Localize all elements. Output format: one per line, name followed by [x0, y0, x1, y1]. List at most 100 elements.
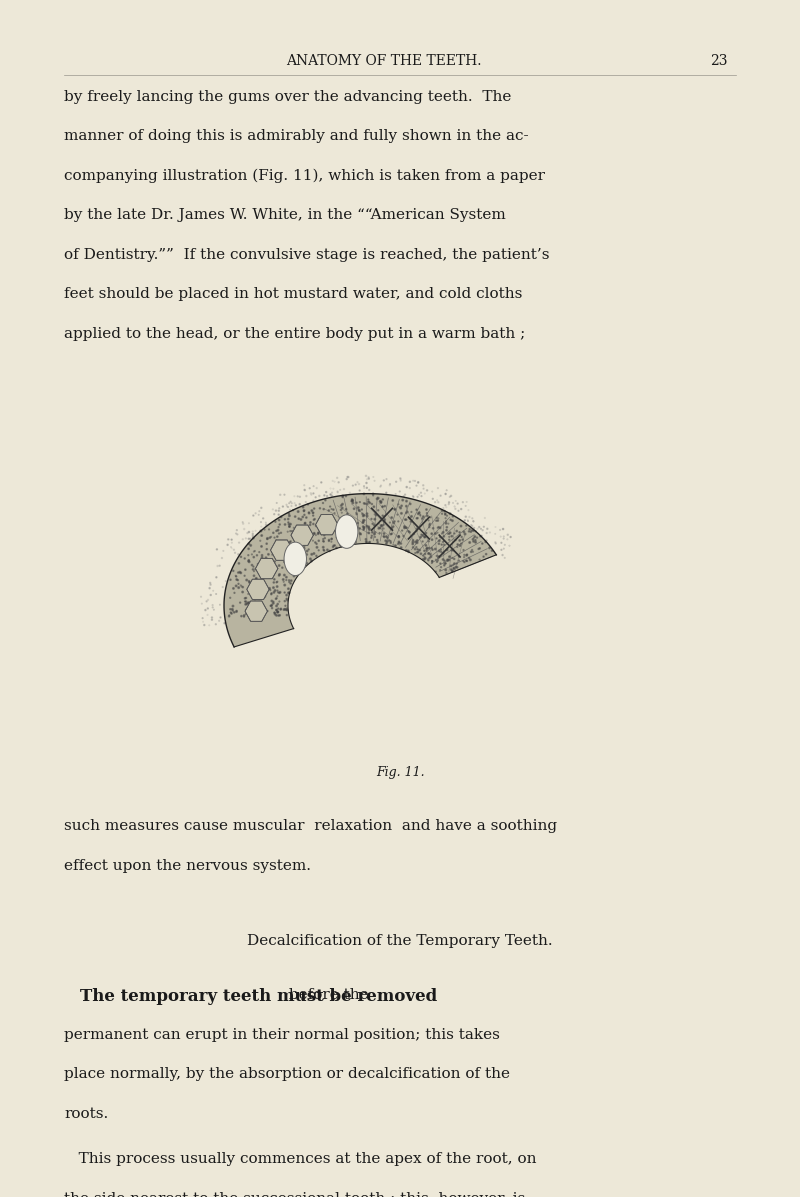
Point — [286, 522, 298, 541]
Point — [246, 524, 259, 543]
Point — [334, 523, 347, 542]
Point — [296, 508, 309, 527]
Point — [335, 496, 348, 515]
Point — [272, 517, 285, 536]
Point — [294, 510, 307, 529]
Point — [383, 475, 396, 494]
Point — [339, 531, 352, 551]
Point — [235, 607, 248, 626]
Point — [489, 524, 502, 543]
Text: effect upon the nervous system.: effect upon the nervous system. — [64, 859, 311, 873]
Point — [453, 523, 466, 542]
Point — [317, 493, 330, 512]
Point — [490, 534, 502, 553]
Point — [261, 529, 274, 548]
Point — [430, 511, 442, 530]
Point — [362, 468, 375, 487]
Point — [425, 547, 438, 566]
Point — [249, 576, 262, 595]
Point — [342, 536, 355, 555]
Point — [224, 600, 237, 619]
Point — [443, 527, 456, 546]
Point — [432, 548, 445, 567]
Point — [460, 492, 473, 511]
Point — [284, 522, 297, 541]
Point — [307, 543, 320, 563]
Point — [431, 511, 444, 530]
Point — [296, 523, 309, 542]
Point — [423, 517, 436, 536]
Point — [253, 593, 266, 612]
Point — [334, 500, 347, 519]
Point — [378, 511, 391, 530]
Point — [294, 494, 306, 514]
Point — [282, 504, 295, 523]
Point — [381, 533, 394, 552]
Point — [332, 473, 345, 492]
Point — [233, 533, 246, 552]
Point — [366, 523, 378, 542]
Point — [204, 585, 217, 604]
Point — [400, 541, 413, 560]
Point — [290, 545, 302, 564]
Point — [232, 578, 245, 597]
Point — [308, 499, 321, 518]
Point — [435, 535, 448, 554]
Point — [378, 527, 390, 546]
Point — [210, 584, 222, 603]
Point — [377, 527, 390, 546]
Point — [434, 558, 447, 577]
Point — [310, 525, 322, 545]
Point — [248, 566, 261, 585]
Point — [293, 545, 306, 564]
Point — [442, 493, 455, 512]
Point — [495, 533, 508, 552]
Point — [442, 524, 455, 543]
Point — [366, 485, 379, 504]
Point — [473, 551, 486, 570]
Point — [327, 500, 340, 519]
Point — [258, 587, 271, 606]
Point — [263, 579, 276, 598]
Point — [469, 527, 482, 546]
Point — [254, 577, 266, 596]
Point — [254, 560, 266, 579]
Point — [240, 589, 253, 608]
Point — [384, 533, 397, 552]
Point — [266, 552, 278, 571]
Point — [423, 548, 436, 567]
Point — [286, 553, 298, 572]
Point — [422, 539, 435, 558]
Point — [264, 549, 277, 569]
Point — [237, 530, 250, 549]
Point — [445, 560, 458, 579]
Point — [446, 527, 458, 546]
Point — [414, 541, 426, 560]
Point — [358, 518, 370, 537]
Point — [422, 531, 435, 551]
Point — [354, 518, 366, 537]
Point — [242, 546, 254, 565]
Point — [271, 587, 284, 606]
Point — [462, 500, 475, 519]
Point — [237, 514, 250, 533]
Point — [458, 553, 471, 572]
Text: This process usually commences at the apex of the root, on: This process usually commences at the ap… — [64, 1153, 537, 1166]
Point — [374, 516, 387, 535]
Point — [243, 593, 256, 612]
Point — [426, 530, 438, 549]
Point — [306, 545, 318, 564]
Point — [325, 499, 338, 518]
Point — [282, 510, 294, 529]
Point — [426, 539, 438, 558]
Point — [438, 502, 451, 521]
Point — [286, 561, 298, 581]
Point — [308, 523, 321, 542]
Point — [203, 578, 216, 597]
Point — [290, 553, 302, 572]
Point — [231, 524, 244, 543]
Point — [298, 514, 311, 533]
Point — [426, 553, 438, 572]
Point — [465, 522, 478, 541]
Point — [210, 567, 222, 587]
